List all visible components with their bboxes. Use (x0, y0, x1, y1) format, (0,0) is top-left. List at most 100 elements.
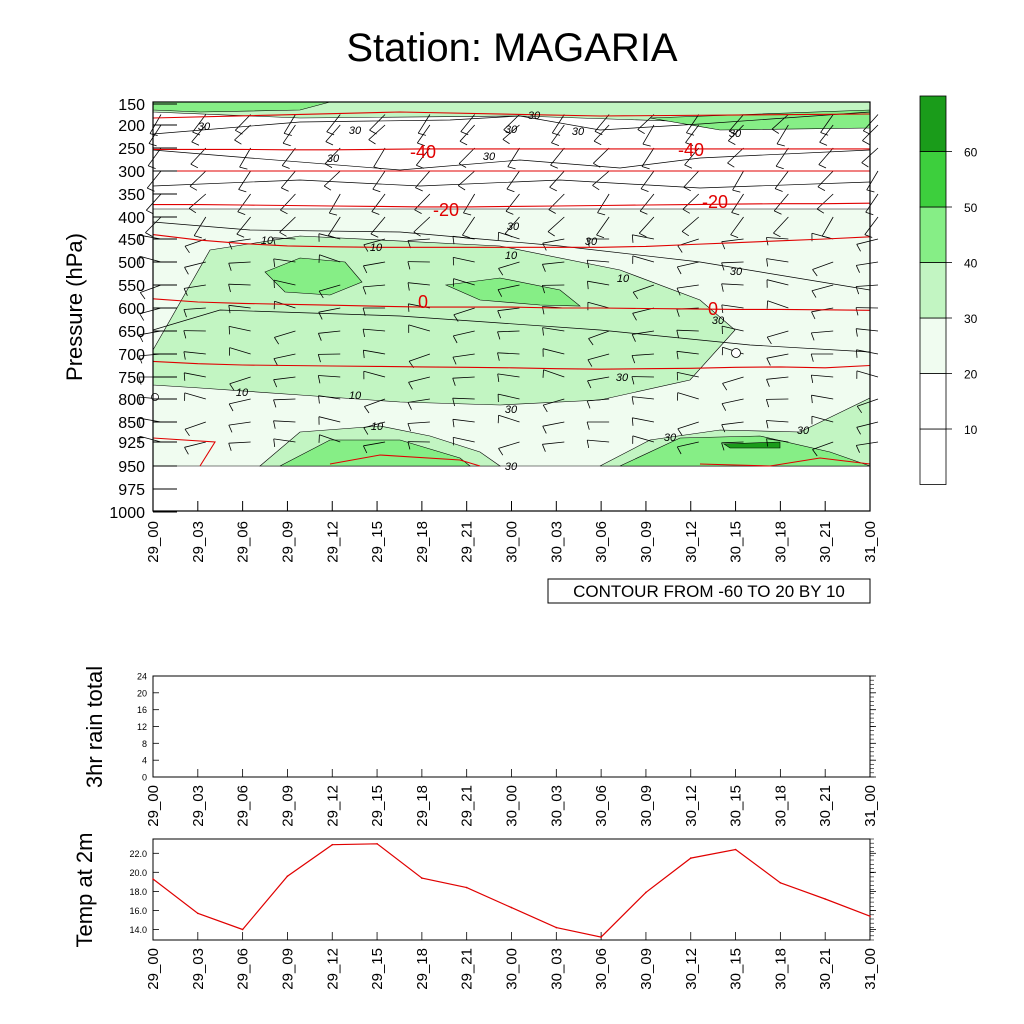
wind-barb-flag (282, 165, 290, 169)
wind-barb-flag (776, 143, 785, 147)
wind-barb (506, 170, 520, 190)
wind-barb (587, 398, 610, 402)
isotherm-0 (152, 298, 871, 311)
wind-barb (363, 261, 386, 267)
humidity-contour-label: 30 (505, 461, 518, 473)
wind-barb-flag (414, 209, 422, 214)
wind-barb (682, 193, 700, 210)
time-tick-label: 29_00 (145, 521, 162, 563)
wind-barb (542, 238, 565, 244)
wind-barb (856, 349, 879, 355)
wind-barb (632, 435, 655, 443)
wind-barb (139, 234, 162, 240)
wind-barb-flag (190, 163, 199, 169)
wind-barb-flag (632, 313, 637, 321)
wind-barb (497, 330, 520, 333)
wind-barb-flag (363, 244, 369, 252)
x-tick-label: 30_00 (504, 948, 521, 990)
wind-barb (407, 282, 430, 286)
wind-barb-flag (637, 129, 645, 135)
wind-barb-flag (317, 375, 321, 384)
wind-barb (632, 255, 655, 263)
wind-barb-flag (686, 132, 695, 136)
wind-barb (856, 261, 879, 266)
wind-barb-flag (407, 441, 411, 450)
wind-barb (147, 147, 162, 167)
wind-barb (146, 193, 162, 211)
time-tick-label: 29_09 (279, 521, 296, 563)
wind-barb (228, 261, 251, 264)
wind-barb-flag (326, 131, 335, 136)
wind-barb-flag (364, 406, 370, 414)
wind-barb-flag (731, 212, 740, 216)
temp-x-axis: 29_00 29_03 29_06 29_09 29_12 29_15 29_18 29_21… (145, 932, 879, 990)
wind-barb-flag (373, 166, 382, 170)
wind-barb-flag (318, 290, 324, 299)
wind-barb-flag (324, 163, 333, 168)
wind-barb (811, 415, 834, 423)
wind-barb (857, 398, 879, 407)
temp-point (421, 877, 423, 879)
temp-point (510, 906, 513, 909)
y-tick-label: 16 (137, 705, 147, 715)
wind-barb (677, 372, 699, 378)
wind-barb (462, 216, 476, 236)
wind-barb-flag (273, 399, 277, 408)
wind-barb-flag (683, 186, 691, 192)
wind-barb (596, 216, 610, 236)
wind-barb (184, 421, 206, 430)
temp-point (152, 878, 154, 880)
wind-barb-flag (507, 166, 516, 170)
contour-label-layer: 30 30 30 30 30 30 10 10 10 10 10 10 10 30 30 30 30 30 30 30… (198, 110, 810, 473)
wind-barb-flag (325, 141, 334, 146)
wind-barb-flag (229, 383, 235, 391)
humidity-contour-label: 10 (370, 242, 383, 254)
wind-barb-flag (586, 400, 591, 409)
x-tick-label: 29_21 (459, 948, 476, 990)
wind-barb-flag (855, 265, 860, 273)
isotherm-20-mid (329, 454, 481, 467)
y-tick-label: 22.0 (129, 849, 147, 859)
wind-barb (811, 330, 834, 334)
wind-barb (550, 147, 565, 166)
x-tick-label: 29_18 (414, 785, 431, 827)
wind-barb-flag (587, 380, 592, 389)
wind-barb-flag (677, 428, 683, 436)
humidity-contour-label: 10 (236, 387, 249, 399)
wind-barb-flag (413, 231, 421, 237)
wind-barb (856, 370, 879, 378)
wind-barb-flag (856, 405, 863, 414)
rain-y-axis: 0 4 8 12 16 20 24 (137, 672, 876, 783)
temp-point (779, 882, 782, 884)
wind-barb-flag (452, 356, 457, 365)
wind-barb-flag (856, 427, 861, 435)
wind-barb (588, 330, 610, 339)
wind-barb-flag (771, 128, 780, 134)
time-tick-label: 31_00 (862, 521, 879, 563)
wind-barb (273, 398, 296, 401)
wind-barb-flag (732, 189, 741, 193)
wind-barb (497, 373, 520, 378)
wind-barb-flag (183, 351, 186, 360)
wind-barb (363, 328, 386, 332)
wind-barb-flag (497, 373, 500, 382)
wind-barb (184, 372, 206, 378)
time-tick-label: 29_15 (369, 521, 386, 563)
wind-barb (766, 376, 789, 380)
wind-barb (369, 114, 386, 131)
wind-barb (676, 329, 699, 332)
wind-barb (592, 170, 610, 186)
wind-barb (856, 328, 879, 332)
wind-barb (325, 124, 341, 142)
wind-barb (594, 114, 610, 132)
wind-barb-flag (856, 244, 861, 252)
wind-barb (502, 124, 520, 140)
wind-barb-flag (632, 291, 639, 300)
wind-barb (542, 421, 565, 427)
colorbar-swatch (919, 151, 947, 208)
wind-barb (812, 441, 834, 450)
pressure-tick-label: 1000 (109, 505, 145, 522)
wind-barb (460, 114, 475, 132)
time-tick-label: 30_18 (772, 521, 789, 563)
humidity-contour-label: 30 (585, 236, 598, 248)
